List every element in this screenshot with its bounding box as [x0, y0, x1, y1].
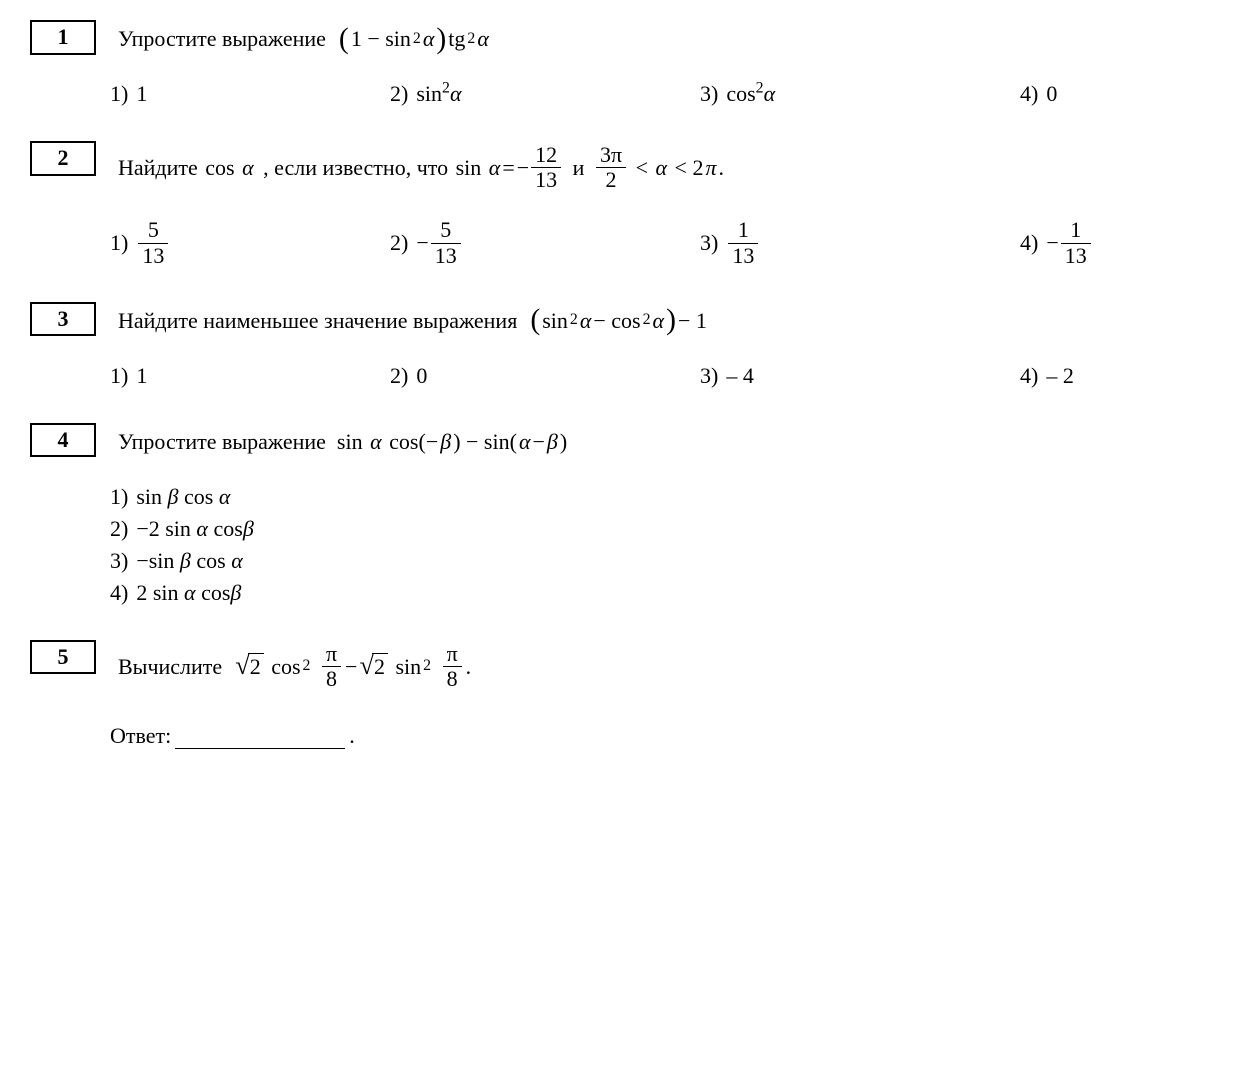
choice-label: 1)	[110, 484, 128, 510]
choice-value: 0	[416, 363, 427, 389]
choice-2[interactable]: 2) −2 sin α cosβ	[110, 516, 1219, 542]
problem-1: 1 Упростите выражение (1 − sin2α)tg2α 1)…	[30, 20, 1219, 107]
choice-4[interactable]: 4) 0	[1020, 81, 1057, 107]
choice-label: 4)	[1020, 230, 1038, 256]
prompt-text: Упростите выражение	[118, 26, 326, 51]
choices: 1) 513 2) −513 3) 113 4) −113	[110, 218, 1219, 267]
problem-prompt: Упростите выражение sin α cos(−β) − sin(…	[118, 423, 567, 458]
problem-prompt: Вычислите √2 cos2 π8 − √2 sin2 π8 .	[118, 640, 471, 691]
choice-value: 2 sin α cosβ	[136, 580, 241, 606]
problem-2: 2 Найдите cos α , если известно, что sin…	[30, 141, 1219, 268]
expression: (1 − sin2α)tg2α	[331, 22, 488, 55]
choice-2[interactable]: 2) −513	[390, 218, 700, 267]
choice-label: 1)	[110, 81, 128, 107]
choice-label: 2)	[390, 363, 408, 389]
choice-2[interactable]: 2) sin2α	[390, 81, 700, 107]
choice-2[interactable]: 2) 0	[390, 363, 700, 389]
problem-header: 4 Упростите выражение sin α cos(−β) − si…	[30, 423, 1219, 458]
choice-value: 513	[138, 218, 168, 267]
answer-input[interactable]	[175, 721, 345, 748]
choice-3[interactable]: 3) cos2α	[700, 81, 1020, 107]
choice-1[interactable]: 1) 1	[110, 363, 390, 389]
choice-3[interactable]: 3) 113	[700, 218, 1020, 267]
problem-header: 2 Найдите cos α , если известно, что sin…	[30, 141, 1219, 192]
choice-value: sin2α	[416, 81, 461, 107]
problem-number-box: 1	[30, 20, 96, 55]
choice-label: 4)	[1020, 81, 1038, 107]
expression: √2 cos2 π8 − √2 sin2 π8 .	[228, 642, 471, 691]
range-den: 2	[596, 168, 626, 192]
sin-den: 13	[531, 168, 561, 192]
choice-label: 3)	[700, 81, 718, 107]
prompt-mid: , если известно, что	[263, 151, 448, 184]
choice-value: 0	[1046, 81, 1057, 107]
choice-value: 1	[136, 363, 147, 389]
problem-number-box: 3	[30, 302, 96, 337]
problem-5: 5 Вычислите √2 cos2 π8 − √2 sin2 π8 . От…	[30, 640, 1219, 749]
answer-period: .	[349, 723, 355, 749]
prompt-text: Найдите наименьшее значение выражения	[118, 308, 517, 333]
choice-value: cos2α	[726, 81, 775, 107]
choice-label: 2)	[390, 81, 408, 107]
choices: 1) sin β cos α 2) −2 sin α cosβ 3) −sin …	[110, 484, 1219, 606]
problem-number-box: 4	[30, 423, 96, 458]
choices: 1) 1 2) 0 3) – 4 4) – 2	[110, 363, 1219, 389]
choice-4[interactable]: 4) −113	[1020, 218, 1093, 267]
prompt-and: и	[573, 151, 585, 184]
choice-value: 113	[728, 218, 758, 267]
answer-label: Ответ:	[110, 723, 171, 749]
choice-1[interactable]: 1) 1	[110, 81, 390, 107]
problem-3: 3 Найдите наименьшее значение выражения …	[30, 302, 1219, 389]
choice-4[interactable]: 4) – 2	[1020, 363, 1074, 389]
expression: sin α cos(−β) − sin(α − β)	[331, 425, 567, 458]
choice-label: 3)	[700, 230, 718, 256]
choice-1[interactable]: 1) sin β cos α	[110, 484, 1219, 510]
problem-prompt: Найдите наименьшее значение выражения (s…	[118, 302, 707, 337]
range-num: 3π	[596, 143, 626, 168]
choice-label: 1)	[110, 230, 128, 256]
choices: 1) 1 2) sin2α 3) cos2α 4) 0	[110, 81, 1219, 107]
choice-1[interactable]: 1) 513	[110, 218, 390, 267]
choice-label: 4)	[1020, 363, 1038, 389]
choice-label: 3)	[700, 363, 718, 389]
choice-value: −513	[416, 218, 462, 267]
problem-4: 4 Упростите выражение sin α cos(−β) − si…	[30, 423, 1219, 606]
choice-value: 1	[136, 81, 147, 107]
problem-header: 1 Упростите выражение (1 − sin2α)tg2α	[30, 20, 1219, 55]
choice-value: −2 sin α cosβ	[136, 516, 253, 542]
choice-value: – 4	[726, 363, 754, 389]
choice-3[interactable]: 3) −sin β cos α	[110, 548, 1219, 574]
prompt-text: Вычислите	[118, 654, 222, 679]
choice-value: −113	[1046, 218, 1092, 267]
choice-label: 2)	[390, 230, 408, 256]
sin-num: 12	[531, 143, 561, 168]
choice-label: 2)	[110, 516, 128, 542]
choice-label: 4)	[110, 580, 128, 606]
prompt-lead: Найдите	[118, 151, 198, 184]
choice-4[interactable]: 4) 2 sin α cosβ	[110, 580, 1219, 606]
expression: (sin2α − cos2α) − 1	[523, 304, 707, 337]
problem-header: 5 Вычислите √2 cos2 π8 − √2 sin2 π8 .	[30, 640, 1219, 691]
choice-value: – 2	[1046, 363, 1074, 389]
choice-3[interactable]: 3) – 4	[700, 363, 1020, 389]
problem-header: 3 Найдите наименьшее значение выражения …	[30, 302, 1219, 337]
problem-number-box: 5	[30, 640, 96, 675]
problem-prompt: Упростите выражение (1 − sin2α)tg2α	[118, 20, 489, 55]
choice-value: sin β cos α	[136, 484, 230, 510]
choice-label: 1)	[110, 363, 128, 389]
problem-number-box: 2	[30, 141, 96, 176]
problem-prompt: Найдите cos α , если известно, что sin α…	[118, 141, 724, 192]
answer-line: Ответ: .	[110, 721, 1219, 748]
choice-value: −sin β cos α	[136, 548, 242, 574]
prompt-text: Упростите выражение	[118, 429, 326, 454]
choice-label: 3)	[110, 548, 128, 574]
